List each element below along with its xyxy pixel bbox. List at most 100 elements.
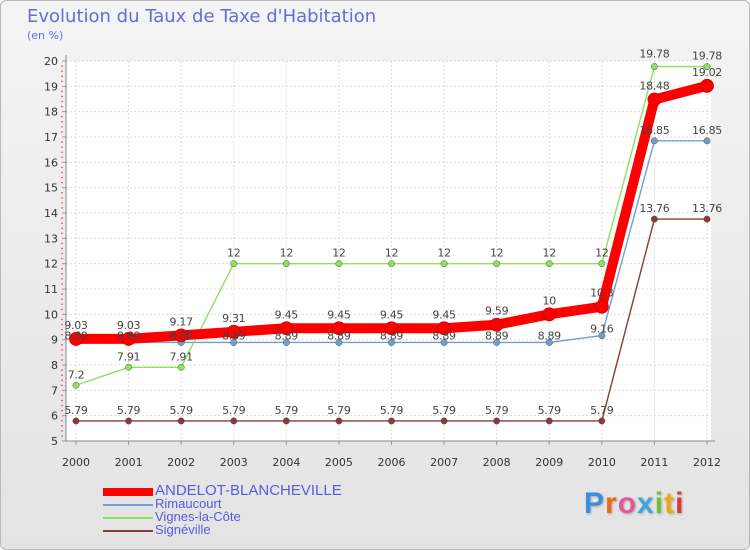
y-minor-tick [61,222,63,224]
y-minor-tick [61,242,63,245]
brand-letter: i [675,487,685,520]
y-minor-tick [61,131,63,133]
data-point-0 [226,324,241,339]
y-minor-tick [61,252,63,255]
data-point-1 [282,339,290,346]
y-minor-tick [61,419,63,422]
plot-area [66,61,711,441]
legend-item: ANDELOT-BLANCHEVILLE [103,482,363,499]
data-point-0 [437,321,451,336]
y-minor-tick [61,176,63,179]
y-minor-tick [61,207,63,209]
data-label: 9.03 [117,319,141,332]
y-minor-tick [61,384,63,387]
chart-title: Evolution du Taux de Taxe d'Habitation [27,6,377,27]
data-point-1 [388,339,395,346]
data-label: 16.85 [639,124,669,137]
data-point-1 [598,332,606,340]
data-label: 10 [543,294,557,307]
x-tick-label: 2005 [325,456,353,469]
y-minor-tick [61,197,63,199]
y-minor-tick [61,156,63,159]
y-tick-label: 5 [51,435,58,448]
y-minor-tick [61,394,63,397]
data-label: 5.79 [117,404,141,417]
y-tick-label: 13 [44,232,58,245]
y-minor-tick [61,379,63,382]
brand-letter: o [617,487,638,520]
data-point-0 [174,328,189,343]
data-point-1 [493,339,501,346]
data-point-2 [388,260,395,268]
data-point-3 [177,417,185,425]
data-label: 12 [227,247,240,260]
data-point-1 [703,137,711,145]
data-label: 12 [543,247,556,260]
y-minor-tick [61,232,63,235]
data-point-0 [489,317,504,332]
y-tick-label: 18 [44,106,58,119]
data-point-0 [69,332,83,346]
y-tick-label: 20 [44,55,58,68]
y-minor-tick [61,181,63,184]
y-minor-tick [61,343,63,346]
data-point-1 [335,339,343,346]
x-tick-label: 2008 [483,456,511,469]
data-point-2 [72,381,80,389]
data-point-0 [700,78,714,93]
x-tick-label: 2002 [167,456,195,469]
data-label: 19.02 [692,66,722,79]
y-minor-tick [61,90,63,93]
data-point-2 [282,260,290,268]
legend-item: Vignes-la-Côte [103,509,363,524]
y-tick-label: 10 [44,308,58,321]
y-tick-label: 19 [44,80,58,93]
data-label: 12 [437,247,450,260]
y-minor-tick [61,65,63,67]
data-point-0 [332,321,346,336]
y-minor-tick [61,202,63,204]
data-label: 9.17 [170,315,194,328]
data-point-1 [440,339,448,346]
x-tick-label: 2010 [588,456,616,469]
data-point-3 [598,417,606,425]
data-label: 5.79 [590,404,614,417]
data-point-0 [279,321,294,336]
data-label: 8.89 [538,329,562,342]
y-minor-tick [61,293,63,295]
y-tick-label: 17 [44,131,58,144]
x-tick-label: 2012 [693,456,721,469]
y-minor-tick [61,95,63,98]
data-label: 5.79 [538,404,562,417]
y-tick-label: 6 [51,410,58,423]
data-label: 19.78 [692,50,722,63]
legend-label: Signéville [155,522,211,537]
brand-logo: Proxiti [584,487,684,521]
y-minor-tick [61,105,63,108]
data-point-3 [335,417,343,425]
data-label: 12 [595,247,608,260]
y-tick-label: 7 [51,384,58,397]
data-point-2 [335,260,343,268]
y-minor-tick [61,166,63,169]
y-minor-tick [61,80,63,83]
data-point-3 [230,417,238,425]
brand-letter: x [637,487,655,520]
brand-letter: P [584,487,606,520]
data-point-0 [121,332,136,346]
data-label: 13.76 [639,202,669,215]
y-minor-tick [61,298,63,300]
legend-swatch [103,517,153,519]
brand-letter: r [605,487,618,520]
data-label: 5.79 [432,404,456,417]
data-label: 13.76 [692,202,722,215]
data-point-2 [545,260,553,268]
data-point-3 [72,417,80,425]
data-label: 9.45 [275,308,299,321]
data-label: 5.79 [380,404,404,417]
data-label: 8.89 [380,329,404,342]
data-point-2 [493,260,501,268]
data-label: 12 [385,247,398,260]
y-minor-tick [61,425,63,427]
